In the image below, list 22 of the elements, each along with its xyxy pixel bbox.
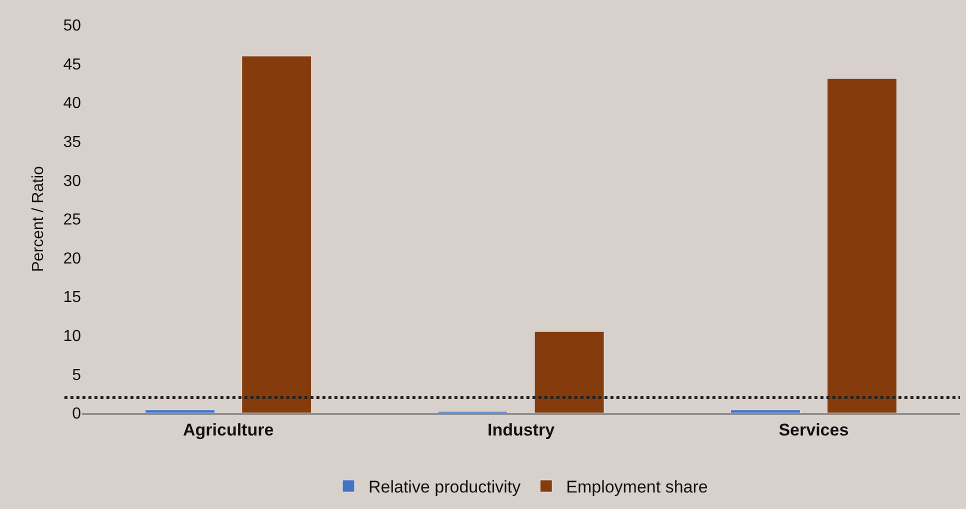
y-tick-label: 5 bbox=[72, 366, 82, 384]
x-tick-label: Agriculture bbox=[182, 420, 274, 440]
y-tick-label: 15 bbox=[63, 289, 82, 306]
legend-label: Relative productivity bbox=[368, 478, 522, 497]
bar bbox=[242, 56, 312, 413]
x-tick-label: Industry bbox=[487, 420, 556, 440]
y-tick-label: 35 bbox=[63, 134, 82, 151]
x-tick-label: Services bbox=[778, 420, 849, 440]
y-tick-label: 50 bbox=[63, 18, 82, 35]
y-tick-label: 45 bbox=[63, 56, 82, 74]
y-tick-label: 10 bbox=[63, 328, 82, 345]
bar bbox=[534, 331, 604, 413]
bar bbox=[730, 410, 800, 413]
y-tick-label: 40 bbox=[63, 95, 82, 112]
y-tick-label: 0 bbox=[72, 406, 82, 423]
y-axis-title: Percent / Ratio bbox=[30, 166, 48, 272]
y-tick-label: 25 bbox=[63, 212, 82, 229]
y-tick-label: 30 bbox=[63, 172, 82, 190]
bar bbox=[826, 78, 897, 413]
legend-label: Employment share bbox=[566, 478, 708, 497]
bar bbox=[145, 410, 216, 413]
y-tick-label: 20 bbox=[63, 250, 82, 268]
